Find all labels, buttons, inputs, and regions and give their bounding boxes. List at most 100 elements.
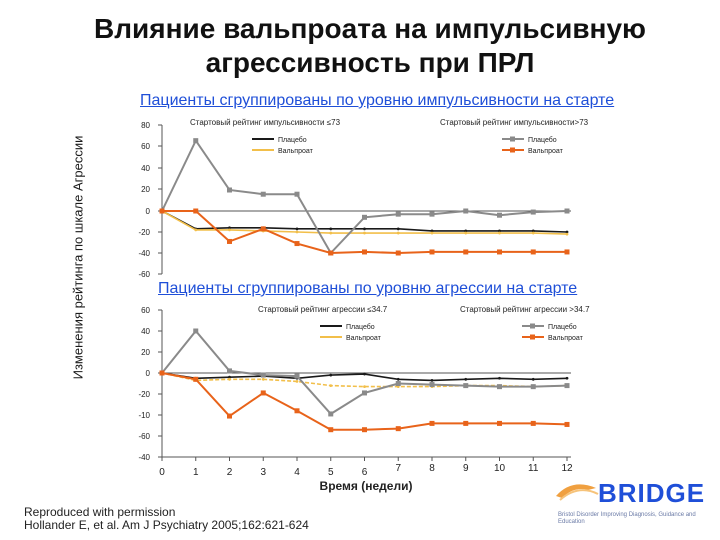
- chart-2-data-point: [429, 382, 435, 388]
- chart-1-data-point: [329, 231, 333, 235]
- footer-permission: Reproduced with permission: [24, 505, 176, 519]
- chart-1-legend-group-label: Стартовый рейтинг импульсивности>73: [440, 118, 589, 127]
- chart-2-x-tick-label: 11: [528, 463, 539, 474]
- chart-1-data-point: [328, 250, 334, 256]
- chart-2-data-point: [159, 370, 165, 376]
- chart-2-x-tick-label: 1: [193, 467, 199, 478]
- chart-1-data-point: [429, 249, 435, 255]
- chart-2-series-line: [161, 329, 568, 416]
- chart-2-data-point: [531, 377, 535, 381]
- chart-1-data-point: [530, 249, 536, 255]
- chart-1-legend-entry: Плацебо: [528, 136, 557, 144]
- chart-2-data-point: [227, 413, 232, 419]
- chart-1-data-point: [464, 229, 468, 233]
- chart-1-legend-entry: Плацебо: [278, 136, 307, 144]
- chart-1-data-point: [396, 231, 400, 235]
- chart-2-data-point: [564, 421, 570, 427]
- chart-2-data-point: [395, 426, 401, 432]
- chart-1-data-point: [362, 249, 367, 255]
- chart-2-data-point: [396, 377, 400, 381]
- chart-1-data-point: [395, 250, 401, 256]
- footer-citation: Reproduced with permission Hollander E, …: [24, 506, 309, 532]
- chart-2-x-tick-label: 8: [429, 463, 435, 474]
- chart-2-x-tick-label: 12: [561, 463, 573, 474]
- chart-1-data-point: [498, 231, 501, 235]
- chart-1-data-point: [260, 191, 266, 197]
- chart-2-data-point: [193, 328, 199, 334]
- chart-1-data-point: [396, 227, 400, 231]
- chart-1-legend-entry: Вальпроат: [528, 148, 564, 155]
- chart-1-subtitle: Пациенты сгруппированы по уровню импульс…: [140, 92, 615, 109]
- chart-1-data-point: [194, 228, 198, 232]
- chart-1-data-point: [564, 249, 570, 255]
- chart-2-data-point: [228, 377, 231, 381]
- chart-2-legend-entry: Плацебо: [548, 323, 577, 331]
- chart-2-y-tick-label: -20: [138, 390, 150, 399]
- chart-1-data-point: [294, 191, 300, 197]
- chart-2-data-point: [564, 383, 570, 389]
- chart-2-y-tick-label: 0: [146, 369, 151, 378]
- chart-2-data-point: [429, 420, 435, 426]
- chart-2-data-point: [363, 372, 366, 376]
- chart-1-data-point: [295, 230, 299, 234]
- chart-2-x-tick-label: 10: [494, 463, 506, 474]
- chart-2-legend-entry: Вальпроат: [346, 335, 382, 342]
- chart-2-series-line: [161, 372, 568, 431]
- chart-1-y-tick-label: 80: [141, 121, 150, 130]
- chart-2-data-point: [530, 420, 536, 426]
- chart-1-legend-marker: [510, 136, 515, 142]
- chart-2-data-point: [261, 377, 265, 381]
- chart-1-y-tick-label: -40: [138, 249, 150, 258]
- chart-1-y-tick-label: 0: [146, 207, 151, 216]
- chart-1-data-point: [363, 231, 366, 235]
- chart-2-data-point: [227, 368, 232, 374]
- chart-1-data-point: [497, 249, 502, 255]
- bridge-logo-tagline: Bristol Disorder Improving Diagnosis, Gu…: [558, 512, 696, 525]
- chart-2-data-point: [328, 411, 334, 417]
- chart-2-data-point: [329, 384, 333, 387]
- chart-1-data-point: [430, 229, 434, 233]
- chart-2-data-point: [497, 420, 502, 426]
- chart-2-y-tick-label: 60: [141, 306, 150, 315]
- chart-1-data-point: [530, 209, 536, 215]
- chart-2-data-point: [463, 383, 469, 389]
- chart-2-data-point: [363, 385, 366, 389]
- chart-2-y-tick-label: -10: [138, 411, 150, 420]
- chart-1-data-point: [565, 232, 569, 236]
- chart-2-data-point: [395, 381, 401, 386]
- bridge-logo-text: BRIDGE: [598, 478, 706, 508]
- chart-1-data-point: [429, 211, 435, 217]
- footer-reference: Hollander E, et al. Am J Psychiatry 2005…: [24, 518, 309, 532]
- chart-2-y-tick-label: 40: [141, 327, 150, 336]
- chart-1-data-point: [193, 138, 199, 144]
- chart-2-data-point: [193, 376, 199, 382]
- chart-1-data-point: [497, 212, 502, 218]
- chart-1-y-tick-label: -20: [138, 228, 150, 237]
- chart-1-data-point: [260, 226, 266, 232]
- chart-1-y-tick-label: 20: [141, 185, 150, 194]
- chart-1-data-point: [395, 211, 401, 217]
- chart-2-x-tick-label: 6: [362, 467, 368, 478]
- chart-1-data-point: [228, 226, 231, 230]
- chart-2-x-axis-label: Время (недели): [320, 479, 413, 493]
- chart-2-x-tick-label: 0: [159, 467, 165, 478]
- chart-1-y-tick-label: 60: [141, 142, 150, 151]
- chart-1-data-point: [463, 249, 469, 255]
- chart-2-legend-group-label: Стартовый рейтинг агрессии ≤34.7: [258, 305, 388, 314]
- chart-2-y-tick-label: -40: [138, 453, 150, 462]
- chart-1-data-point: [228, 228, 231, 232]
- chart-2-data-point: [228, 375, 231, 379]
- chart-2-x-tick-label: 3: [260, 467, 266, 478]
- chart-1-data-point: [531, 229, 535, 233]
- chart-1-data-point: [193, 208, 199, 214]
- chart-1-data-point: [531, 231, 535, 235]
- chart-1-y-tick-label: 40: [141, 164, 150, 173]
- chart-2-data-point: [294, 373, 300, 379]
- chart-2-data-point: [530, 384, 536, 390]
- chart-2-data-point: [463, 420, 469, 426]
- chart-1-data-point: [363, 227, 366, 231]
- chart-1-data-point: [565, 230, 569, 234]
- chart-2-data-point: [565, 376, 569, 380]
- bridge-logo-mark: [556, 484, 599, 501]
